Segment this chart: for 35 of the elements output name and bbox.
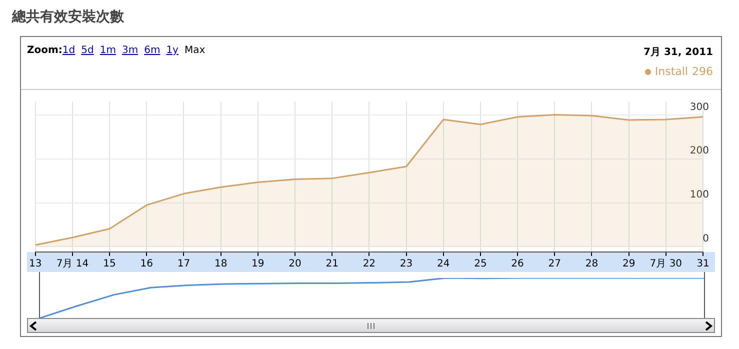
x-tick-label: 20	[288, 258, 302, 270]
text: 3m	[122, 45, 138, 56]
x-tick-label: 26	[511, 258, 524, 270]
x-tick-label: 7月 30	[650, 258, 682, 270]
x-tick-label: 7月 14	[56, 258, 89, 270]
text: 6m	[144, 45, 160, 56]
chart-title: 總共有效安裝次數	[12, 8, 125, 26]
x-tick-label: 29	[622, 258, 636, 270]
x-tick-label: 23	[400, 258, 413, 270]
x-tick-label: 18	[214, 258, 228, 270]
y-tick-label: 100	[690, 189, 709, 200]
text: Max	[184, 45, 206, 56]
x-tick-label: 19	[252, 258, 264, 270]
y-tick-label: 200	[690, 146, 709, 157]
text: 296	[692, 65, 713, 78]
x-tick-label: 13	[28, 258, 42, 270]
x-tick-label: 21	[326, 258, 338, 270]
text: 1y	[166, 45, 178, 56]
y-tick-label: 300	[690, 102, 709, 113]
y-tick-label: 0	[702, 233, 709, 244]
x-tick-label: 24	[436, 258, 450, 270]
x-tick-label: 28	[585, 258, 598, 270]
x-tick-label: 25	[474, 258, 487, 270]
text: Zoom:	[27, 45, 62, 56]
text: 1m	[100, 45, 116, 56]
text: 5d	[81, 45, 94, 56]
x-tick-label: 17	[177, 258, 190, 270]
text: 7月 31, 2011	[644, 46, 713, 59]
x-tick-label: 16	[140, 258, 153, 270]
x-tick-label: 27	[548, 258, 562, 270]
text: 1d	[62, 45, 76, 56]
x-tick-label: 31	[696, 258, 710, 270]
legend-label: Install	[654, 65, 688, 78]
x-tick-label: 15	[103, 258, 116, 270]
x-tick-label: 22	[362, 258, 376, 270]
